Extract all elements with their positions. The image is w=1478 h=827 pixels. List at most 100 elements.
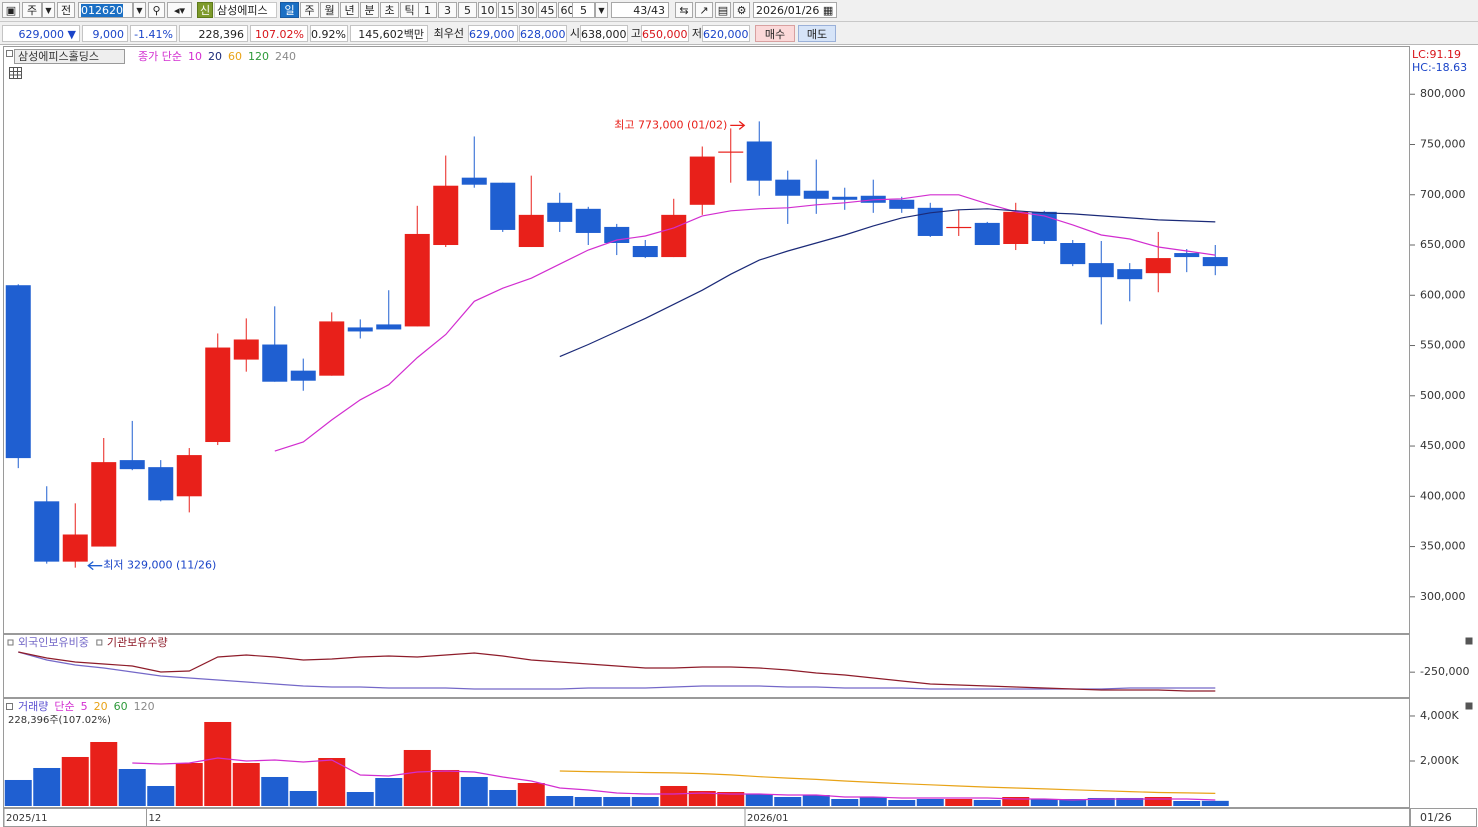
stat-lc: LC:91.19: [1412, 48, 1461, 61]
candle-body: [404, 233, 430, 327]
volume-bar: [33, 767, 61, 806]
interval-button[interactable]: 5: [458, 2, 477, 18]
legend-label: 단순: [54, 700, 74, 713]
sell-button[interactable]: 매도: [798, 25, 836, 42]
series-line: [132, 757, 1216, 801]
save-button[interactable]: ▤: [715, 2, 731, 18]
grid-icon: [9, 67, 22, 79]
volume-bar: [1201, 800, 1229, 806]
candle-body: [461, 177, 487, 185]
volume-rate: 107.02%: [250, 25, 308, 42]
volume-bar: [603, 796, 631, 806]
settings-button[interactable]: ⚙: [733, 2, 750, 18]
period-button[interactable]: 틱: [400, 2, 419, 18]
date-input[interactable]: 2026/01/26 ▦: [753, 2, 837, 18]
best-ask: 629,000: [468, 25, 518, 42]
interval-button[interactable]: 1: [418, 2, 437, 18]
stat-hc: HC:-18.63: [1412, 61, 1467, 74]
candle-body: [91, 462, 117, 547]
volume-bar: [261, 776, 289, 806]
interval-input[interactable]: 5: [572, 2, 595, 18]
series-line: [559, 770, 1216, 794]
y-tick-label: 450,000: [1420, 439, 1466, 452]
y-tick-label: -250,000: [1420, 665, 1469, 678]
panel-close[interactable]: [1465, 637, 1473, 645]
x-tick-label: 12: [149, 813, 162, 824]
chart-menu-icon[interactable]: ▣: [2, 2, 20, 18]
legend-entry: 240: [275, 50, 296, 63]
period-button[interactable]: 일: [280, 2, 299, 18]
holding-panel: [3, 634, 1410, 698]
interval-button[interactable]: 3: [438, 2, 457, 18]
candle-body: [433, 185, 459, 246]
y-tick-label: 800,000: [1420, 87, 1466, 100]
interval-list: 1 3 5 10 15 30 45 60: [418, 2, 578, 18]
candle-body: [62, 534, 88, 562]
volume-bar: [546, 796, 574, 806]
candle-body: [1174, 253, 1200, 258]
volume-bar: [1059, 799, 1087, 806]
cursor-date: 01/26: [1420, 811, 1452, 824]
period-button[interactable]: 월: [320, 2, 339, 18]
candle-body: [319, 321, 345, 376]
volume-bar: [1144, 796, 1172, 806]
candle-body: [718, 151, 744, 153]
candle-body: [262, 344, 288, 382]
price: 629,000 ▼: [2, 25, 80, 42]
candle-body: [490, 182, 516, 230]
dropdown[interactable]: ▼: [42, 2, 55, 18]
tool-button[interactable]: ↗: [695, 2, 713, 18]
new-badge[interactable]: 신: [197, 2, 213, 18]
legend-icon: [96, 639, 103, 646]
series-line: [274, 194, 1216, 452]
period-button[interactable]: 주: [300, 2, 319, 18]
interval-button[interactable]: 45: [538, 2, 557, 18]
volume-bar: [574, 796, 602, 806]
sound-button[interactable]: ◂▾: [167, 2, 192, 18]
market-button[interactable]: 주: [22, 2, 42, 18]
legend-entry: 10: [188, 50, 202, 63]
volume-bar: [1002, 796, 1030, 806]
volume-bar: [631, 796, 659, 806]
buy-button[interactable]: 매수: [755, 25, 795, 42]
all-button[interactable]: 전: [57, 2, 75, 18]
series-line: [18, 651, 1216, 690]
y-tick-label: 300,000: [1420, 590, 1466, 603]
high-label: 고: [630, 27, 641, 40]
period-button[interactable]: 년: [340, 2, 359, 18]
candle-body: [5, 285, 31, 459]
interval-button[interactable]: 30: [518, 2, 537, 18]
period-button[interactable]: 초: [380, 2, 399, 18]
volume-bar: [888, 799, 916, 806]
volume-bar: [916, 799, 944, 806]
legend-entry: 20: [94, 700, 108, 713]
search-button[interactable]: ⚲: [148, 2, 165, 18]
candle-body: [119, 460, 145, 470]
volume-bar: [1173, 801, 1201, 806]
interval-button[interactable]: 10: [478, 2, 497, 18]
low-annotation: 최저 329,000 (11/26): [103, 559, 216, 572]
y-tick-label: 500,000: [1420, 389, 1466, 402]
period-button[interactable]: 분: [360, 2, 379, 18]
volume-bar: [1116, 797, 1144, 806]
code-input[interactable]: 012620: [78, 2, 133, 18]
dropdown[interactable]: ▼: [133, 2, 146, 18]
volume-bar: [346, 792, 374, 806]
interval-button[interactable]: 15: [498, 2, 517, 18]
volume-bar: [118, 769, 146, 806]
candle-body: [746, 141, 772, 181]
legend-icon: [6, 703, 13, 710]
legend-entry: 120: [248, 50, 269, 63]
code-text: 012620: [81, 4, 123, 17]
volume-bar: [432, 769, 460, 806]
dropdown[interactable]: ▼: [595, 2, 608, 18]
volume-bar: [460, 776, 488, 806]
candle-body: [946, 226, 972, 229]
panel-close[interactable]: [1465, 702, 1473, 710]
volume-bar: [175, 762, 203, 806]
volume-bar: [717, 792, 745, 806]
low-label: 저: [691, 27, 702, 40]
grid-icon-lines: [10, 68, 21, 78]
tool-button[interactable]: ⇆: [675, 2, 693, 18]
